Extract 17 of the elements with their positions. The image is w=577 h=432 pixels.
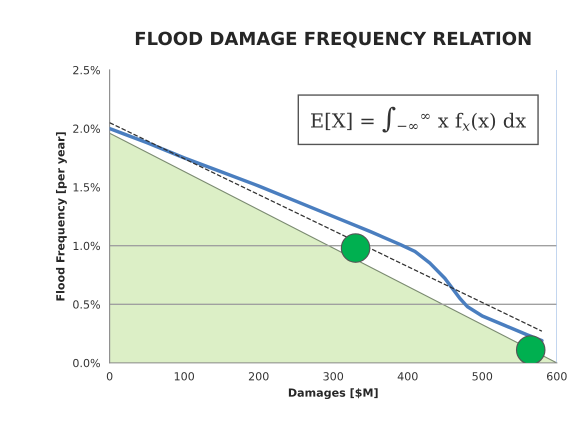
chart-title: FLOOD DAMAGE FREQUENCY RELATION bbox=[136, 32, 531, 48]
y-tick-label: 2.0% bbox=[73, 124, 100, 133]
annotation: E[X] = ∫$_{−∞}$$^{∞}$ x f$_{x}$(x) dx bbox=[311, 106, 526, 133]
y-tick-label: 2.5% bbox=[73, 66, 100, 74]
x-tick-label: 400 bbox=[398, 372, 418, 381]
y-tick-label: 1.5% bbox=[74, 183, 100, 192]
y-axis-title: Flood Frequency [per year] bbox=[56, 132, 67, 300]
y-tick-label: 0.5% bbox=[73, 300, 100, 309]
x-tick-label: 100 bbox=[174, 372, 194, 381]
x-axis-title: Damages [$M] bbox=[288, 388, 378, 400]
x-tick-label: 600 bbox=[546, 372, 567, 381]
x-tick-label: 0 bbox=[106, 372, 112, 381]
x-tick-label: 200 bbox=[248, 372, 269, 381]
y-tick-label: 1.0% bbox=[74, 242, 100, 250]
x-tick-label: 500 bbox=[472, 372, 492, 381]
x-tick-label: 300 bbox=[323, 372, 344, 381]
y-tick-label: 0.0% bbox=[73, 358, 100, 368]
